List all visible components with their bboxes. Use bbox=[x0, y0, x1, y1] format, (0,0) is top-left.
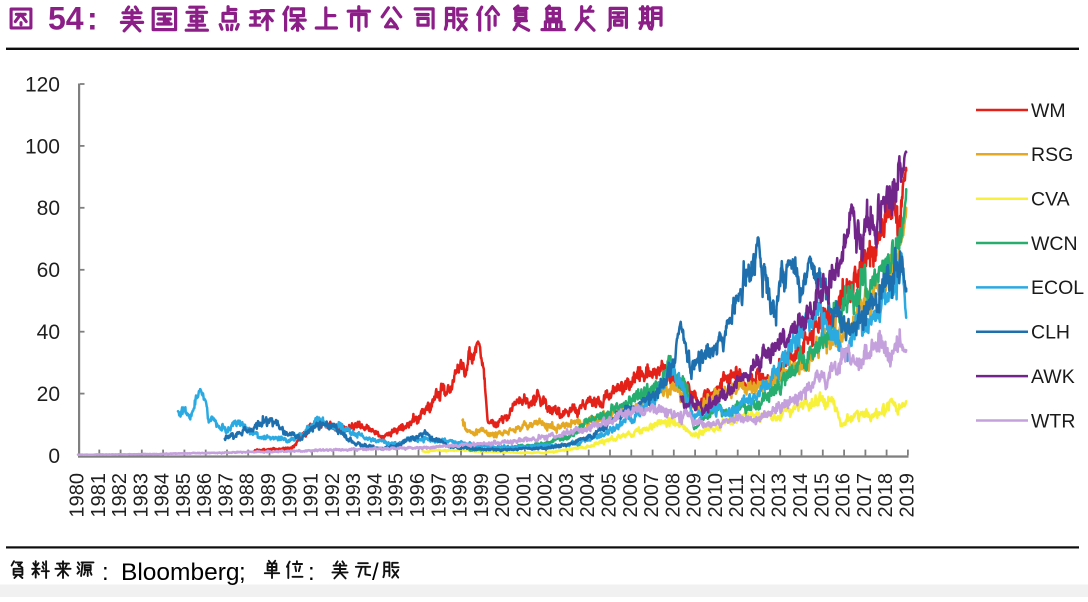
svg-text:54: 54 bbox=[48, 1, 84, 37]
svg-text:WCN: WCN bbox=[1031, 233, 1078, 255]
svg-text:RSG: RSG bbox=[1031, 144, 1073, 166]
svg-text:CLH: CLH bbox=[1031, 322, 1070, 344]
svg-text:2010: 2010 bbox=[705, 473, 727, 518]
svg-text:/: / bbox=[372, 559, 379, 586]
svg-text:2014: 2014 bbox=[790, 473, 812, 518]
svg-text:1987: 1987 bbox=[216, 473, 238, 518]
svg-text:2009: 2009 bbox=[684, 473, 706, 518]
svg-text:1998: 1998 bbox=[450, 473, 472, 518]
svg-text:2017: 2017 bbox=[854, 473, 876, 518]
svg-text:1982: 1982 bbox=[109, 473, 131, 518]
svg-text:1990: 1990 bbox=[279, 473, 301, 518]
svg-text:WTR: WTR bbox=[1031, 410, 1075, 432]
svg-text:2004: 2004 bbox=[577, 473, 599, 518]
svg-text:2002: 2002 bbox=[535, 473, 557, 518]
svg-text:1986: 1986 bbox=[194, 473, 216, 518]
svg-text:1989: 1989 bbox=[258, 473, 280, 518]
svg-text:80: 80 bbox=[37, 197, 60, 220]
svg-text:2016: 2016 bbox=[833, 473, 855, 518]
svg-text:2006: 2006 bbox=[620, 473, 642, 518]
svg-text:1991: 1991 bbox=[301, 473, 323, 518]
svg-text::: : bbox=[308, 559, 315, 586]
svg-text:120: 120 bbox=[25, 73, 60, 96]
svg-text:2015: 2015 bbox=[811, 473, 833, 518]
svg-text:;: ; bbox=[239, 559, 246, 586]
svg-text:2005: 2005 bbox=[599, 473, 621, 518]
svg-text:1980: 1980 bbox=[67, 473, 89, 518]
svg-text:1983: 1983 bbox=[130, 473, 152, 518]
svg-text:CVA: CVA bbox=[1031, 189, 1070, 211]
svg-text:1999: 1999 bbox=[471, 473, 493, 518]
svg-text:1994: 1994 bbox=[364, 473, 386, 518]
svg-text:60: 60 bbox=[37, 259, 60, 282]
svg-text:1984: 1984 bbox=[152, 473, 174, 518]
svg-text:2019: 2019 bbox=[896, 473, 918, 518]
svg-text:1995: 1995 bbox=[386, 473, 408, 518]
svg-text:2001: 2001 bbox=[513, 473, 535, 518]
svg-text:1997: 1997 bbox=[428, 473, 450, 518]
svg-text:1988: 1988 bbox=[237, 473, 259, 518]
svg-text:20: 20 bbox=[37, 383, 60, 406]
svg-text:2003: 2003 bbox=[556, 473, 578, 518]
svg-text:2012: 2012 bbox=[748, 473, 770, 518]
svg-text:2000: 2000 bbox=[492, 473, 514, 518]
svg-text:2008: 2008 bbox=[662, 473, 684, 518]
svg-text:2018: 2018 bbox=[875, 473, 897, 518]
svg-text:1996: 1996 bbox=[407, 473, 429, 518]
svg-text:1985: 1985 bbox=[173, 473, 195, 518]
svg-text:Bloomberg: Bloomberg bbox=[121, 559, 239, 586]
svg-text:ECOL: ECOL bbox=[1031, 277, 1084, 299]
svg-text:0: 0 bbox=[48, 445, 60, 468]
svg-text:1992: 1992 bbox=[322, 473, 344, 518]
svg-text::: : bbox=[87, 1, 98, 37]
svg-text:1993: 1993 bbox=[343, 473, 365, 518]
svg-text:1981: 1981 bbox=[88, 473, 110, 518]
svg-text:2011: 2011 bbox=[726, 474, 748, 517]
svg-text:2013: 2013 bbox=[769, 473, 791, 518]
svg-text:WM: WM bbox=[1031, 100, 1066, 122]
svg-text:2007: 2007 bbox=[641, 473, 663, 518]
svg-text:100: 100 bbox=[25, 135, 60, 158]
svg-text:40: 40 bbox=[37, 321, 60, 344]
svg-text::: : bbox=[102, 559, 109, 586]
svg-text:AWK: AWK bbox=[1031, 366, 1075, 388]
